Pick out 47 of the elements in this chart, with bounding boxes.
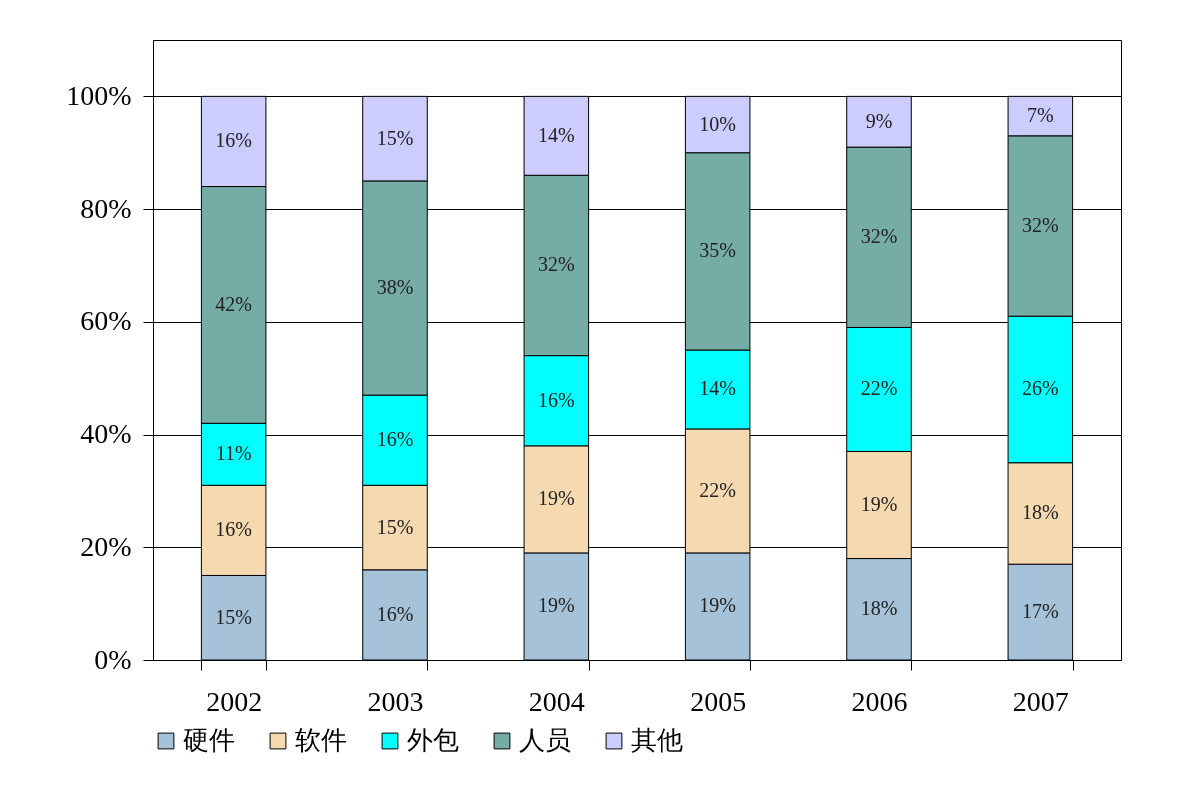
data-label: 17% — [1022, 600, 1059, 623]
data-label: 16% — [376, 428, 414, 451]
data-label: 10% — [699, 112, 736, 135]
data-label: 16% — [215, 518, 252, 541]
y-tick-label: 80% — [80, 192, 132, 224]
data-label: 18% — [1022, 501, 1059, 524]
data-label: 19% — [538, 594, 575, 617]
data-label: 7% — [1027, 104, 1054, 127]
data-label: 14% — [699, 377, 736, 400]
data-label: 16% — [538, 388, 575, 411]
data-label: 22% — [860, 377, 898, 400]
data-label: 14% — [538, 123, 575, 146]
legend-label: 外包 — [407, 725, 459, 755]
x-tick-label: 2004 — [528, 685, 585, 717]
x-tick-label: 2007 — [1012, 685, 1069, 717]
legend-label: 硬件 — [183, 725, 235, 755]
data-label: 32% — [860, 225, 898, 248]
legend-label: 软件 — [295, 725, 347, 755]
data-label: 35% — [699, 239, 736, 262]
data-label: 15% — [215, 605, 252, 628]
x-tick-label: 2005 — [690, 685, 747, 717]
data-label: 18% — [860, 597, 898, 620]
y-tick-label: 0% — [94, 643, 132, 675]
y-tick-label: 100% — [66, 79, 132, 111]
legend-label: 人员 — [519, 725, 571, 755]
data-label: 9% — [865, 109, 893, 132]
y-tick-label: 20% — [80, 530, 132, 562]
data-label: 22% — [699, 478, 736, 501]
data-label: 16% — [376, 602, 414, 625]
data-label: 32% — [538, 253, 575, 276]
y-tick-label: 60% — [80, 305, 132, 337]
data-label: 19% — [538, 487, 575, 510]
x-tick-label: 2002 — [206, 685, 263, 717]
x-tick-label: 2003 — [367, 685, 424, 717]
y-tick-label: 40% — [80, 418, 132, 450]
data-label: 19% — [860, 493, 898, 515]
data-label: 15% — [376, 515, 414, 538]
data-label: 19% — [699, 594, 736, 617]
data-label: 32% — [1022, 214, 1059, 236]
data-label: 16% — [215, 129, 252, 152]
data-label: 26% — [1022, 377, 1059, 400]
data-label: 42% — [215, 292, 252, 315]
x-tick-label: 2006 — [851, 685, 908, 717]
data-label: 38% — [376, 276, 414, 298]
legend-label: 其他 — [631, 725, 683, 755]
data-label: 11% — [215, 442, 252, 465]
data-label: 15% — [376, 126, 414, 149]
